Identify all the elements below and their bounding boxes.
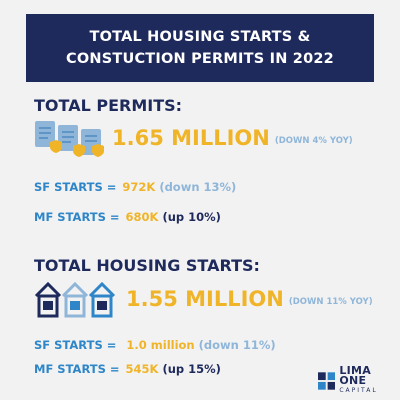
mf-starts-value: 680K [125, 210, 159, 224]
starts-heading: TOTAL HOUSING STARTS: [34, 256, 260, 275]
sf-starts-value: 1.0 million [126, 338, 195, 352]
mf-starts-label: MF STARTS = [34, 362, 120, 376]
title-line-2: CONSTUCTION PERMITS IN 2022 [66, 51, 334, 67]
starts-total-value: 1.55 MILLION [126, 287, 284, 311]
houses-icon [34, 281, 116, 318]
lima-one-logo-mark-icon [318, 372, 336, 390]
logo-sub: CAPITAL [339, 387, 378, 394]
mf-starts-value: 545K [125, 362, 159, 376]
starts-summary: 1.55 MILLION (DOWN 11% YOY) [34, 280, 373, 318]
mf-starts-change: (up 10%) [162, 210, 221, 224]
permit-documents-icon [35, 121, 104, 157]
lima-one-logo: LIMA ONE CAPITAL [318, 364, 400, 396]
title-line-1: TOTAL HOUSING STARTS & [89, 29, 311, 45]
sf-starts-change: (down 13%) [159, 180, 237, 194]
permits-summary: 1.65 MILLION (DOWN 4% YOY) [34, 118, 353, 158]
starts-mf-starts: MF STARTS = 545K (up 15%) [34, 362, 221, 376]
permits-sf-starts: SF STARTS = 972K (down 13%) [34, 180, 236, 194]
permits-heading: TOTAL PERMITS: [34, 96, 183, 115]
mf-starts-change: (up 15%) [162, 362, 221, 376]
sf-starts-value: 972K [122, 180, 156, 194]
sf-starts-label: SF STARTS = [34, 180, 117, 194]
starts-yoy-note: (DOWN 11% YOY) [288, 297, 373, 307]
title-banner: TOTAL HOUSING STARTS & CONSTUCTION PERMI… [26, 14, 374, 82]
starts-sf-starts: SF STARTS = 1.0 million (down 11%) [34, 338, 276, 352]
permits-mf-starts: MF STARTS = 680K (up 10%) [34, 210, 221, 224]
logo-name: LIMA ONE [339, 364, 372, 387]
permits-total-value: 1.65 MILLION [112, 126, 270, 150]
mf-starts-label: MF STARTS = [34, 210, 120, 224]
sf-starts-change: (down 11%) [198, 338, 276, 352]
sf-starts-label: SF STARTS = [34, 338, 117, 352]
permits-yoy-note: (DOWN 4% YOY) [274, 136, 353, 146]
